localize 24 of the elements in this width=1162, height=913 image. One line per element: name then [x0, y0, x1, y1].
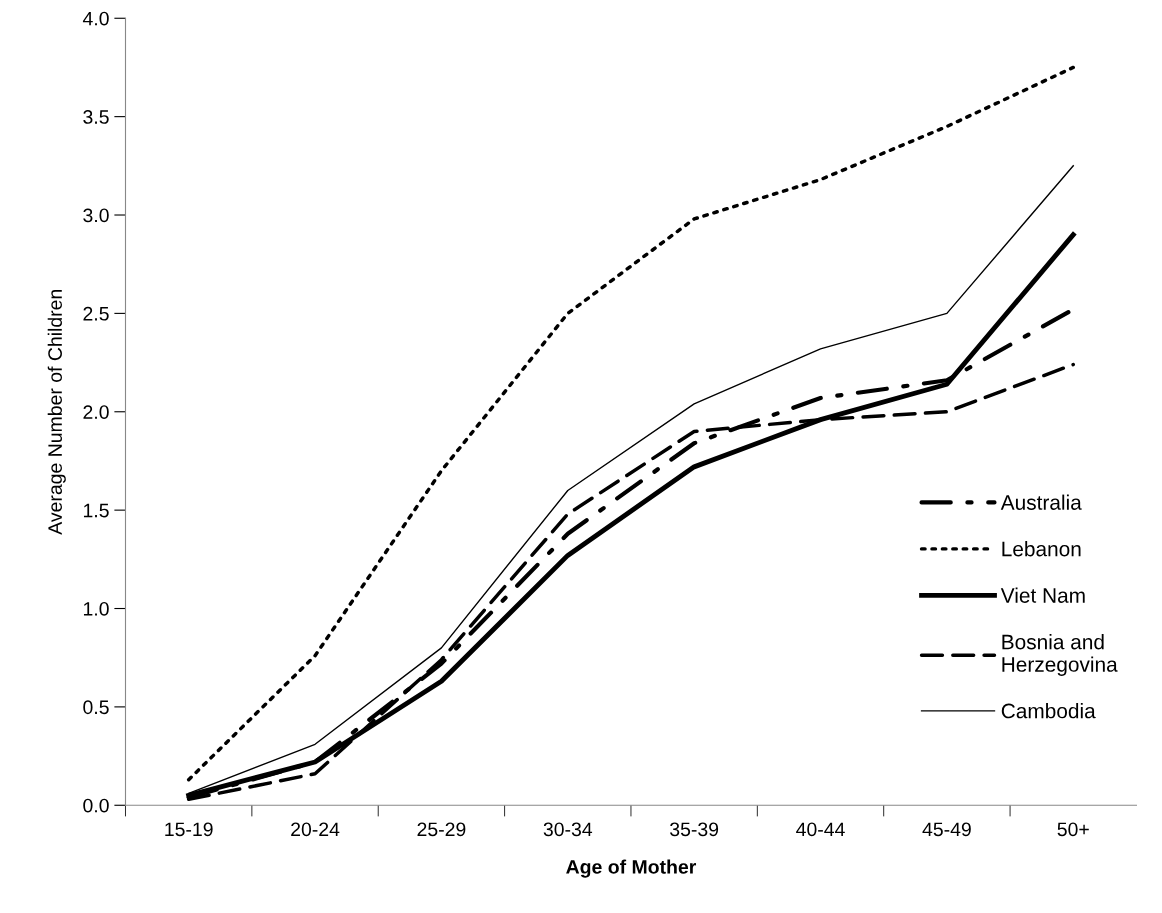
y-tick-label: 0.0	[83, 798, 109, 813]
legend-label: Lebanon	[1002, 541, 1081, 557]
y-tick-label: 1.0	[83, 601, 109, 616]
y-tick-label: 0.5	[83, 700, 109, 715]
y-tick-label: 2.5	[83, 306, 109, 321]
legend-label: Bosnia and Herzegovina	[1002, 634, 1118, 676]
y-tick-label: 3.0	[83, 208, 109, 223]
y-axis-title: Average Number of Children	[47, 289, 66, 535]
x-tick-label: 50+	[1057, 822, 1089, 837]
x-tick-label: 20-24	[291, 822, 340, 837]
x-tick-label: 35-39	[670, 822, 719, 837]
y-tick-label: 2.0	[83, 405, 109, 419]
legend-label: Australia	[1000, 494, 1082, 510]
y-tick-label: 4.0	[82, 11, 109, 26]
y-tick-label: 3.5	[83, 110, 109, 124]
x-tick-label: 40-44	[796, 822, 845, 837]
x-tick-label: 30-34	[543, 822, 593, 837]
y-tick-label: 1.5	[83, 503, 109, 518]
x-tick-label: 15-19	[165, 822, 213, 837]
x-tick-label: 45-49	[922, 822, 971, 837]
legend-label: Cambodia	[1001, 703, 1096, 719]
x-axis-title: Age of Mother	[566, 859, 697, 878]
legend-label: Viet Nam	[1000, 587, 1085, 603]
x-tick-label: 25-29	[417, 822, 466, 837]
